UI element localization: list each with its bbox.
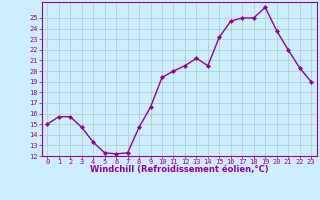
X-axis label: Windchill (Refroidissement éolien,°C): Windchill (Refroidissement éolien,°C): [90, 165, 268, 174]
